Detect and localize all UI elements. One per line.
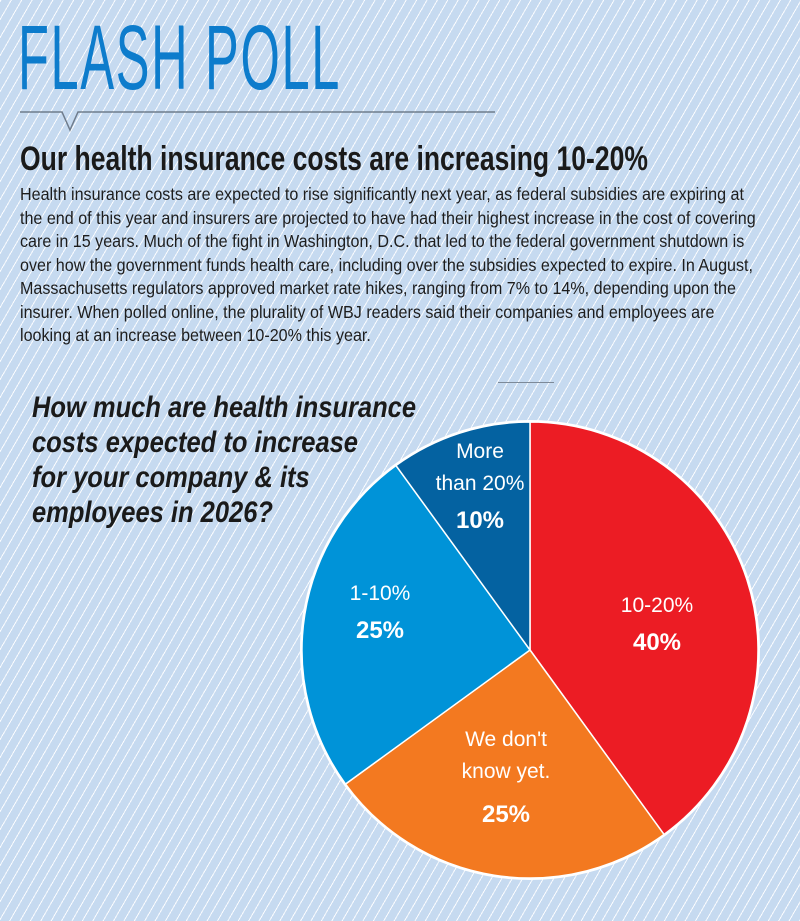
slice-label: We don't know yet. bbox=[462, 728, 551, 783]
pie-slice-10-20 bbox=[529, 421, 759, 836]
slice-label: 1-10% bbox=[350, 582, 411, 605]
slice-value-label: 25% bbox=[482, 801, 530, 828]
question-line: costs expected to increase bbox=[32, 426, 358, 459]
pie-slice-1-10 bbox=[301, 464, 532, 786]
slice-value-label: 10% bbox=[456, 507, 504, 534]
section-divider bbox=[498, 382, 554, 383]
article-body: Health insurance costs are expected to r… bbox=[20, 184, 756, 345]
pie-slice-more-than-20 bbox=[394, 421, 531, 653]
poll-question: How much are health insurance costs expe… bbox=[32, 390, 416, 530]
pie-slice-we-don-t-know-yet bbox=[344, 648, 666, 879]
question-line: How much are health insurance bbox=[32, 391, 417, 424]
question-line: employees in 2026? bbox=[32, 496, 273, 529]
slice-value-label: 25% bbox=[356, 617, 404, 644]
flash-poll-title: FLASH POLL bbox=[18, 7, 342, 109]
question-line: for your company & its bbox=[32, 461, 310, 494]
title-divider bbox=[20, 111, 495, 132]
headline: Our health insurance costs are increasin… bbox=[20, 140, 648, 178]
slice-value-label: 40% bbox=[633, 629, 681, 656]
slice-label: More than 20% bbox=[436, 440, 525, 495]
slice-label: 10-20% bbox=[621, 594, 693, 617]
